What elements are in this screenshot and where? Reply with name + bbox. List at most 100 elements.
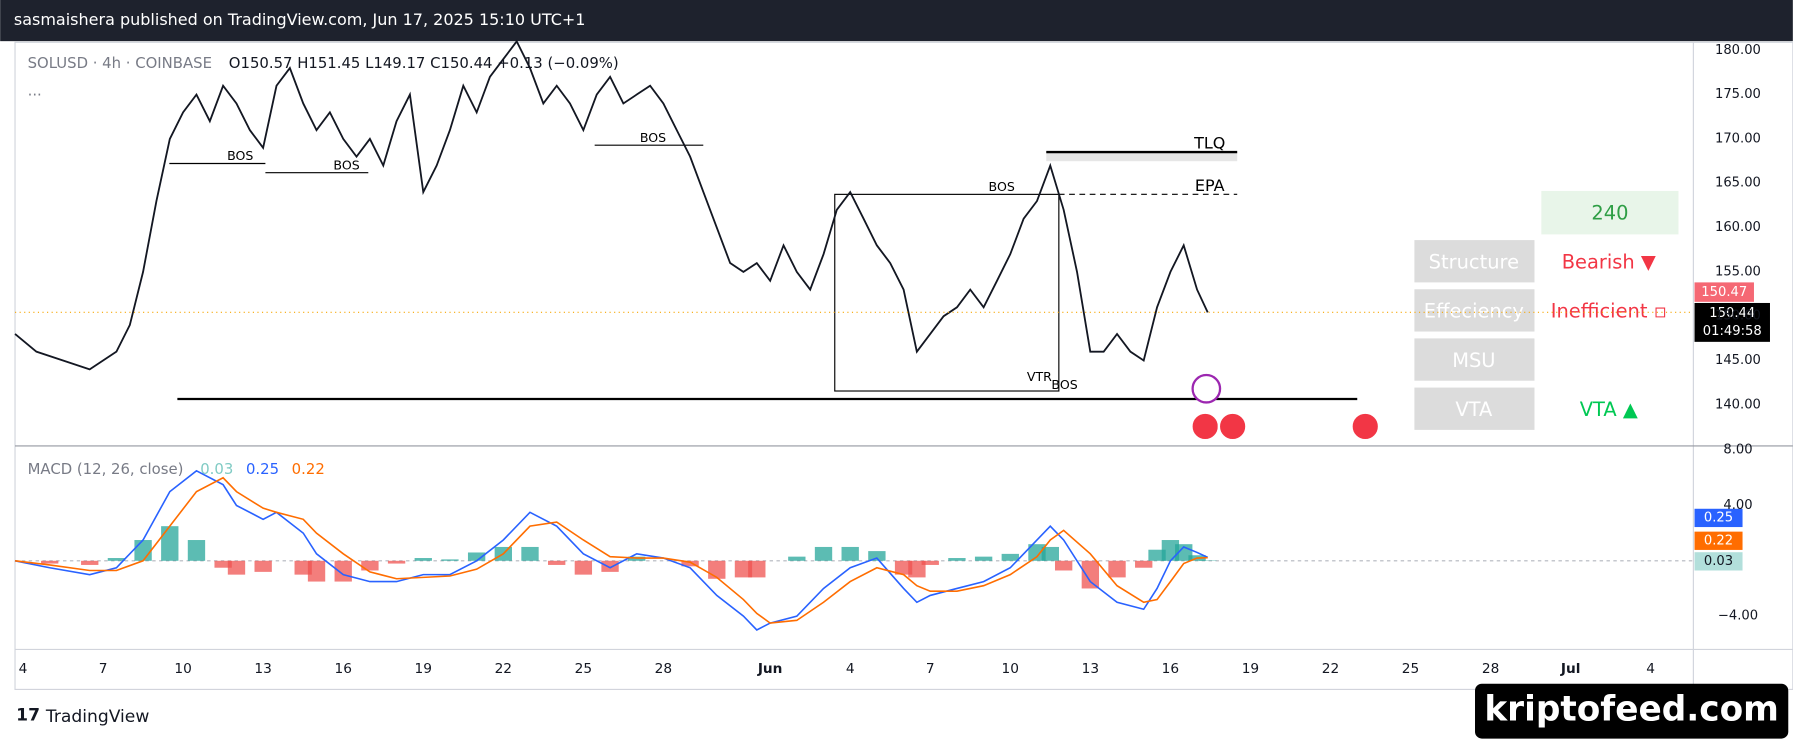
tlq-zone [1046, 152, 1238, 162]
x-tick-label: 25 [1402, 661, 1419, 677]
panel-cell [1414, 289, 1535, 332]
histogram-bar [467, 552, 486, 561]
panel-cell [1414, 338, 1535, 381]
x-tick-label: 25 [575, 661, 592, 677]
x-tick-label: 28 [1482, 661, 1499, 677]
panel-cell [1414, 387, 1535, 430]
x-tick-label: 22 [1322, 661, 1339, 677]
last-price-box [1694, 302, 1770, 342]
macd-marker-label: 0.25 [1704, 510, 1733, 525]
macd-marker-label: 0.03 [1704, 554, 1733, 569]
histogram-bar [921, 560, 939, 565]
x-tick-label: 4 [1646, 661, 1655, 677]
series-line [14, 39, 1209, 371]
y-tick-label: 160.00 [1715, 220, 1761, 235]
histogram-bar [841, 546, 859, 561]
x-tick-label: 19 [415, 661, 432, 677]
annotation: TLQ [1193, 134, 1225, 153]
panel-label: MSU [1452, 349, 1495, 372]
panel-label: Structure [1429, 250, 1519, 273]
countdown: 01:49:58 [1703, 324, 1762, 339]
histogram-bar [734, 560, 753, 578]
annotation: BOS [640, 130, 666, 145]
y-tick-label: 165.00 [1715, 176, 1761, 191]
panel-label: VTA [1455, 398, 1493, 421]
y-tick-label: 140.00 [1715, 397, 1761, 412]
histogram-bar [548, 560, 566, 565]
histogram-bar [414, 558, 432, 561]
y-tick-label: 150.00 [1715, 309, 1761, 324]
histogram-bar [521, 546, 539, 561]
header-bar [0, 0, 1793, 42]
annotation: VTR [1027, 369, 1052, 384]
histogram-bar [574, 560, 593, 575]
histogram-bar [307, 560, 326, 582]
event-icons [1190, 373, 1381, 442]
timeframe: 240 [1591, 201, 1628, 224]
annotation-shapes [169, 144, 1358, 401]
x-tick-label: 16 [334, 661, 351, 677]
y-tick-label: 155.00 [1715, 264, 1761, 279]
more-button[interactable]: ... [28, 81, 42, 99]
panel-value: VTA ▲ [1580, 398, 1638, 421]
histogram-bar [294, 560, 312, 575]
last-price: 150.44 [1709, 306, 1755, 321]
macd-marker [1694, 531, 1743, 550]
header-text: sasmaishera published on TradingView.com… [14, 10, 586, 29]
timeframe-cell [1541, 190, 1679, 235]
panel-value: Bearish ▼ [1562, 250, 1656, 273]
histogram-bar [1041, 546, 1059, 561]
y-tick-label: 8.00 [1723, 443, 1752, 458]
y-tick-label: −4.00 [1718, 609, 1758, 624]
x-tick-label: 10 [1002, 661, 1019, 677]
histogram-bar [788, 556, 806, 561]
histogram-bar [134, 540, 152, 561]
x-tick-label: 19 [1242, 661, 1259, 677]
y-tick-label: 170.00 [1715, 131, 1761, 146]
x-tick-label: 16 [1162, 661, 1179, 677]
histogram-bar [1148, 549, 1166, 561]
y-tick-label: 180.00 [1715, 43, 1761, 58]
histogram-bar [894, 560, 913, 575]
panel-cell [1414, 240, 1535, 283]
histogram-bar [1054, 560, 1073, 571]
histogram-bar [1028, 544, 1046, 561]
watermark: kriptofeed.com [1484, 690, 1779, 730]
macd-marker [1694, 508, 1743, 528]
histogram-bar [1108, 560, 1126, 578]
histogram-bar [814, 546, 833, 561]
flag-icon [1217, 411, 1248, 442]
histogram-bar [81, 560, 99, 565]
x-tick-label: Jun [757, 661, 783, 677]
histogram-bar [41, 560, 59, 564]
histogram-bar [681, 560, 699, 567]
histogram-bar [601, 560, 619, 572]
histogram-bar [1135, 560, 1153, 568]
y-tick-label: 4.00 [1723, 498, 1752, 513]
histogram-bar [974, 556, 993, 561]
histogram-bar [227, 560, 246, 575]
macd-legend-value: 0.25 [246, 460, 279, 478]
ohlc-legend: O150.57 H151.45 L149.17 C150.44 +0.13 (−… [229, 54, 619, 72]
flag-icon [1190, 411, 1221, 442]
histogram-bar [908, 560, 926, 578]
histogram-bar [161, 526, 179, 561]
x-tick-label: 13 [254, 661, 271, 677]
histogram-bar [387, 560, 406, 564]
x-tick-label: Jul [1560, 661, 1581, 677]
histogram-bar [254, 560, 272, 572]
x-tick-label: 4 [19, 661, 28, 677]
histogram-bar [361, 560, 379, 571]
panel-value: Inefficient ▫ [1551, 300, 1667, 323]
histogram-bar [1081, 560, 1100, 589]
annotation: EPA [1195, 176, 1225, 195]
histogram-bar [441, 559, 459, 561]
range-box [834, 193, 1060, 392]
y-tick-label: 175.00 [1715, 87, 1761, 102]
annotation: BOS [227, 148, 253, 163]
series-line [14, 469, 1209, 631]
macd-legend-value: 0.03 [200, 460, 233, 478]
watermark-box [1475, 683, 1789, 739]
flag-icon [1350, 411, 1381, 442]
